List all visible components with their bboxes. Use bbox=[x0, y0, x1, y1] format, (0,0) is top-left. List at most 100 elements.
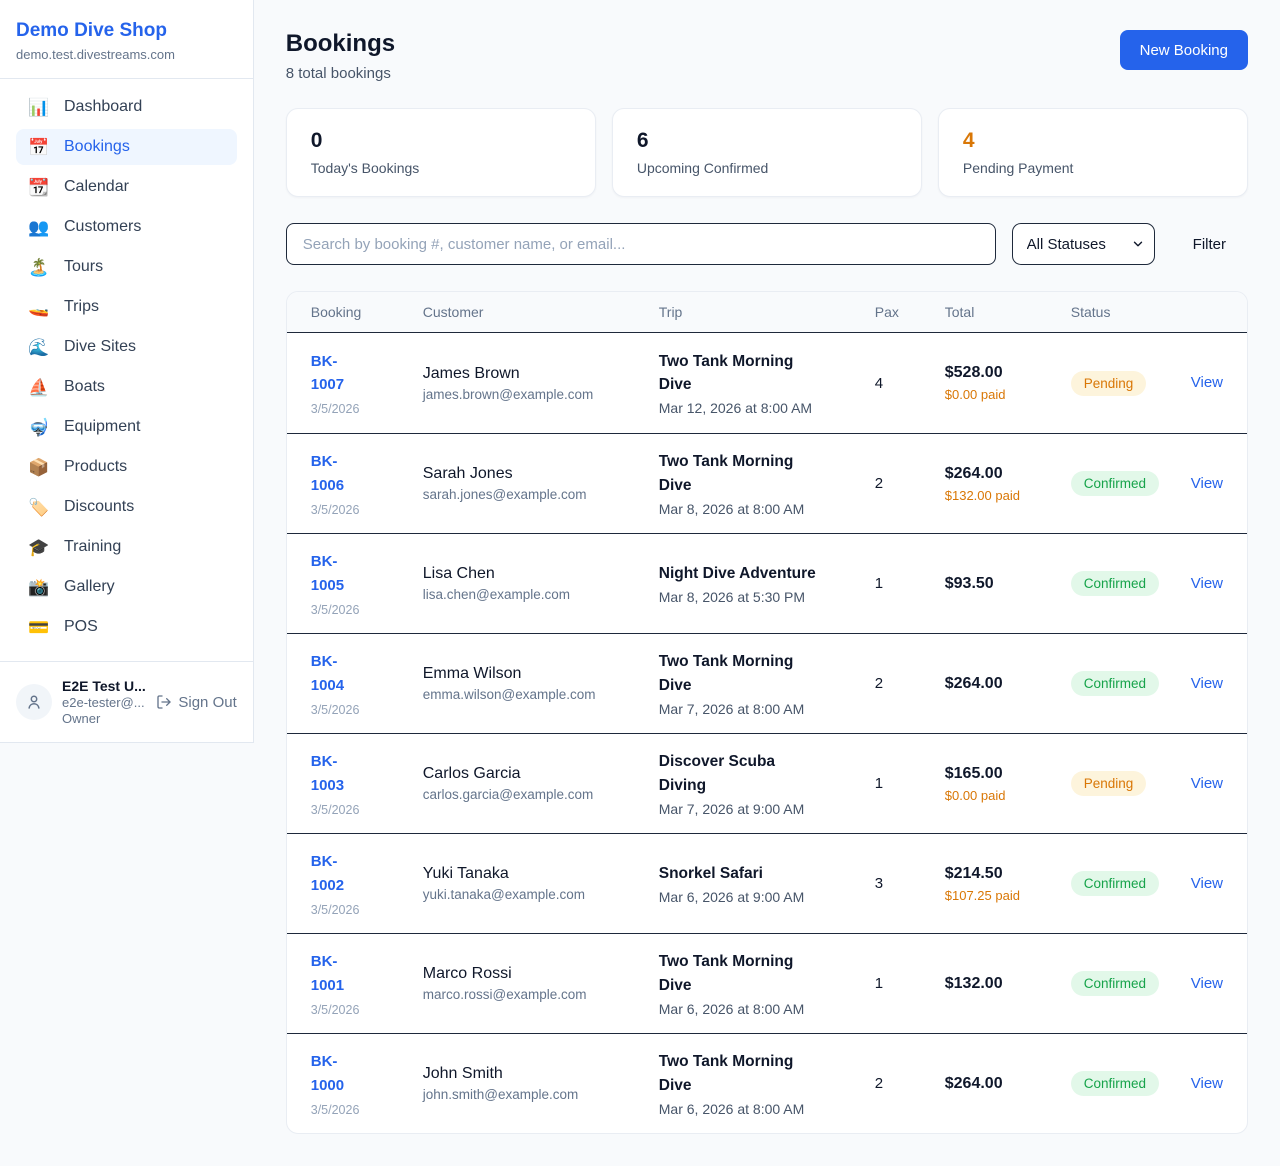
nav-item-label: Bookings bbox=[64, 138, 130, 155]
stat-label: Today's Bookings bbox=[310, 160, 420, 176]
booking-cell: BK-1006 3/5/2026 bbox=[311, 450, 423, 517]
customer-cell: John Smith john.smith@example.com bbox=[423, 1065, 659, 1102]
sidebar-nav-item[interactable]: 📸 Gallery bbox=[16, 569, 237, 605]
column-header: Status bbox=[1070, 304, 1111, 320]
table-header-row: Booking Customer Trip Pax Total Status bbox=[286, 292, 1247, 333]
sign-out-button[interactable]: Sign Out bbox=[156, 693, 237, 711]
sidebar-nav-item[interactable]: ⛵ Boats bbox=[16, 369, 237, 405]
nav-icon: 🚤 bbox=[28, 297, 50, 317]
booking-cell: BK-1002 3/5/2026 bbox=[311, 850, 423, 917]
view-link[interactable]: View bbox=[1190, 474, 1223, 492]
view-link[interactable]: View bbox=[1190, 674, 1223, 692]
customer-cell: Yuki Tanaka yuki.tanaka@example.com bbox=[423, 865, 659, 902]
stats-row: 0 Today's Bookings 6 Upcoming Confirmed … bbox=[285, 108, 1248, 197]
action-cell: View bbox=[1191, 374, 1223, 392]
booking-id-link[interactable]: BK-1001 bbox=[310, 953, 345, 994]
booking-cell: BK-1004 3/5/2026 bbox=[311, 650, 423, 717]
sidebar-nav-item[interactable]: 📊 Dashboard bbox=[16, 89, 237, 125]
total-amount: $165.00 bbox=[944, 764, 1003, 782]
booking-id-link[interactable]: BK-1005 bbox=[310, 553, 345, 594]
trip-cell: Two Tank Morning Dive Mar 12, 2026 at 8:… bbox=[659, 350, 875, 417]
brand-block: Demo Dive Shop demo.test.divestreams.com bbox=[0, 0, 253, 79]
pax-count: 1 bbox=[874, 975, 884, 992]
sidebar-nav-item[interactable]: 📦 Products bbox=[16, 449, 237, 485]
nav-item-label: Dashboard bbox=[64, 98, 143, 115]
booking-id-link[interactable]: BK-1000 bbox=[310, 1053, 345, 1094]
total-amount: $528.00 bbox=[944, 364, 1003, 381]
trip-datetime: Mar 7, 2026 at 8:00 AM bbox=[658, 700, 805, 717]
customer-email: lisa.chen@example.com bbox=[422, 587, 571, 602]
sidebar-nav-item[interactable]: 🚤 Trips bbox=[16, 289, 237, 325]
sidebar-nav-item[interactable]: 👥 Customers bbox=[16, 209, 237, 245]
nav-icon: 🎓 bbox=[28, 537, 50, 557]
sidebar-nav-item[interactable]: 🏷️ Discounts bbox=[16, 489, 237, 525]
status-cell: Confirmed bbox=[1070, 971, 1191, 996]
total-amount: $264.00 bbox=[944, 674, 1003, 692]
search-input[interactable] bbox=[285, 223, 996, 265]
customer-cell: Marco Rossi marco.rossi@example.com bbox=[423, 965, 659, 1002]
sidebar-nav-item[interactable]: 📅 Bookings bbox=[16, 129, 237, 165]
nav-icon: 📦 bbox=[28, 457, 50, 477]
sidebar-nav-item[interactable]: 🌊 Dive Sites bbox=[16, 329, 237, 365]
status-badge: Confirmed bbox=[1070, 571, 1160, 596]
customer-email: james.brown@example.com bbox=[422, 386, 594, 402]
stat-label: Pending Payment bbox=[962, 160, 1074, 176]
view-link[interactable]: View bbox=[1190, 574, 1223, 592]
nav-icon: 📊 bbox=[28, 97, 50, 117]
column-header: Total bbox=[944, 304, 975, 320]
status-select[interactable]: All Statuses bbox=[1011, 223, 1155, 265]
total-amount: $264.00 bbox=[944, 464, 1003, 482]
customer-email: sarah.jones@example.com bbox=[422, 487, 587, 502]
status-badge: Confirmed bbox=[1070, 471, 1160, 496]
filter-row: All Statuses Filter bbox=[285, 223, 1248, 265]
booking-id-link[interactable]: BK-1004 bbox=[310, 653, 345, 694]
nav-icon: 👥 bbox=[28, 217, 50, 237]
trip-cell: Night Dive Adventure Mar 8, 2026 at 5:30… bbox=[659, 562, 875, 605]
user-email: e2e-tester@... bbox=[62, 695, 145, 710]
nav-item-label: Discounts bbox=[64, 498, 135, 515]
booking-date: 3/5/2026 bbox=[310, 402, 360, 417]
status-cell: Confirmed bbox=[1070, 471, 1191, 496]
user-role: Owner bbox=[62, 711, 101, 726]
view-link[interactable]: View bbox=[1190, 974, 1223, 992]
sidebar-nav-item[interactable]: 💳 POS bbox=[16, 609, 237, 645]
total-cell: $264.00 bbox=[945, 675, 1071, 693]
filter-button[interactable]: Filter bbox=[1171, 236, 1248, 253]
sidebar-nav-item[interactable]: 📆 Calendar bbox=[16, 169, 237, 205]
booking-id-link[interactable]: BK-1007 bbox=[310, 352, 345, 393]
booking-cell: BK-1007 3/5/2026 bbox=[311, 350, 423, 417]
view-link[interactable]: View bbox=[1190, 774, 1223, 792]
action-cell: View bbox=[1191, 575, 1223, 593]
status-filter: All Statuses bbox=[1011, 223, 1155, 265]
stat-value: 6 bbox=[636, 129, 649, 152]
booking-id-link[interactable]: BK-1002 bbox=[310, 853, 345, 894]
stat-card: 4 Pending Payment bbox=[937, 108, 1248, 197]
page-header: Bookings 8 total bookings New Booking bbox=[286, 30, 1248, 82]
booking-id-link[interactable]: BK-1006 bbox=[310, 453, 345, 494]
nav-icon: 📸 bbox=[28, 577, 50, 597]
view-link[interactable]: View bbox=[1190, 874, 1223, 892]
view-link[interactable]: View bbox=[1190, 1074, 1223, 1092]
status-badge: Confirmed bbox=[1070, 1071, 1160, 1096]
sign-out-label: Sign Out bbox=[178, 693, 237, 711]
action-cell: View bbox=[1191, 475, 1223, 493]
view-link[interactable]: View bbox=[1190, 374, 1223, 391]
column-header: Booking bbox=[310, 304, 362, 320]
total-cell: $165.00 $0.00 paid bbox=[945, 765, 1071, 803]
trip-name: Night Dive Adventure bbox=[658, 564, 816, 582]
nav-icon: 📆 bbox=[28, 177, 50, 197]
sidebar-nav-item[interactable]: 🎓 Training bbox=[16, 529, 237, 565]
sidebar-nav-item[interactable]: 🤿 Equipment bbox=[16, 409, 237, 445]
pax-count: 2 bbox=[874, 1075, 884, 1092]
status-cell: Confirmed bbox=[1070, 1071, 1191, 1096]
sidebar-nav-item[interactable]: 🏝️ Tours bbox=[16, 249, 237, 285]
user-name: E2E Test U... bbox=[62, 678, 146, 694]
nav-item-label: Equipment bbox=[64, 418, 141, 435]
trip-cell: Discover Scuba Diving Mar 7, 2026 at 9:0… bbox=[659, 750, 875, 817]
booking-id-link[interactable]: BK-1003 bbox=[310, 753, 345, 794]
booking-cell: BK-1005 3/5/2026 bbox=[311, 550, 423, 617]
trip-datetime: Mar 6, 2026 at 8:00 AM bbox=[658, 1100, 805, 1117]
new-booking-button[interactable]: New Booking bbox=[1119, 30, 1248, 70]
trip-name: Snorkel Safari bbox=[658, 864, 763, 882]
